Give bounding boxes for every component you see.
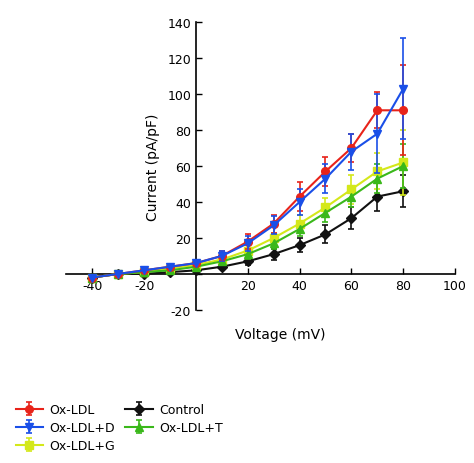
Y-axis label: Current (pA/pF): Current (pA/pF) bbox=[146, 113, 160, 220]
Legend: Ox-LDL, Ox-LDL+D, Ox-LDL+G, Control, Ox-LDL+T: Ox-LDL, Ox-LDL+D, Ox-LDL+G, Control, Ox-… bbox=[16, 403, 223, 452]
X-axis label: Voltage (mV): Voltage (mV) bbox=[235, 327, 325, 341]
